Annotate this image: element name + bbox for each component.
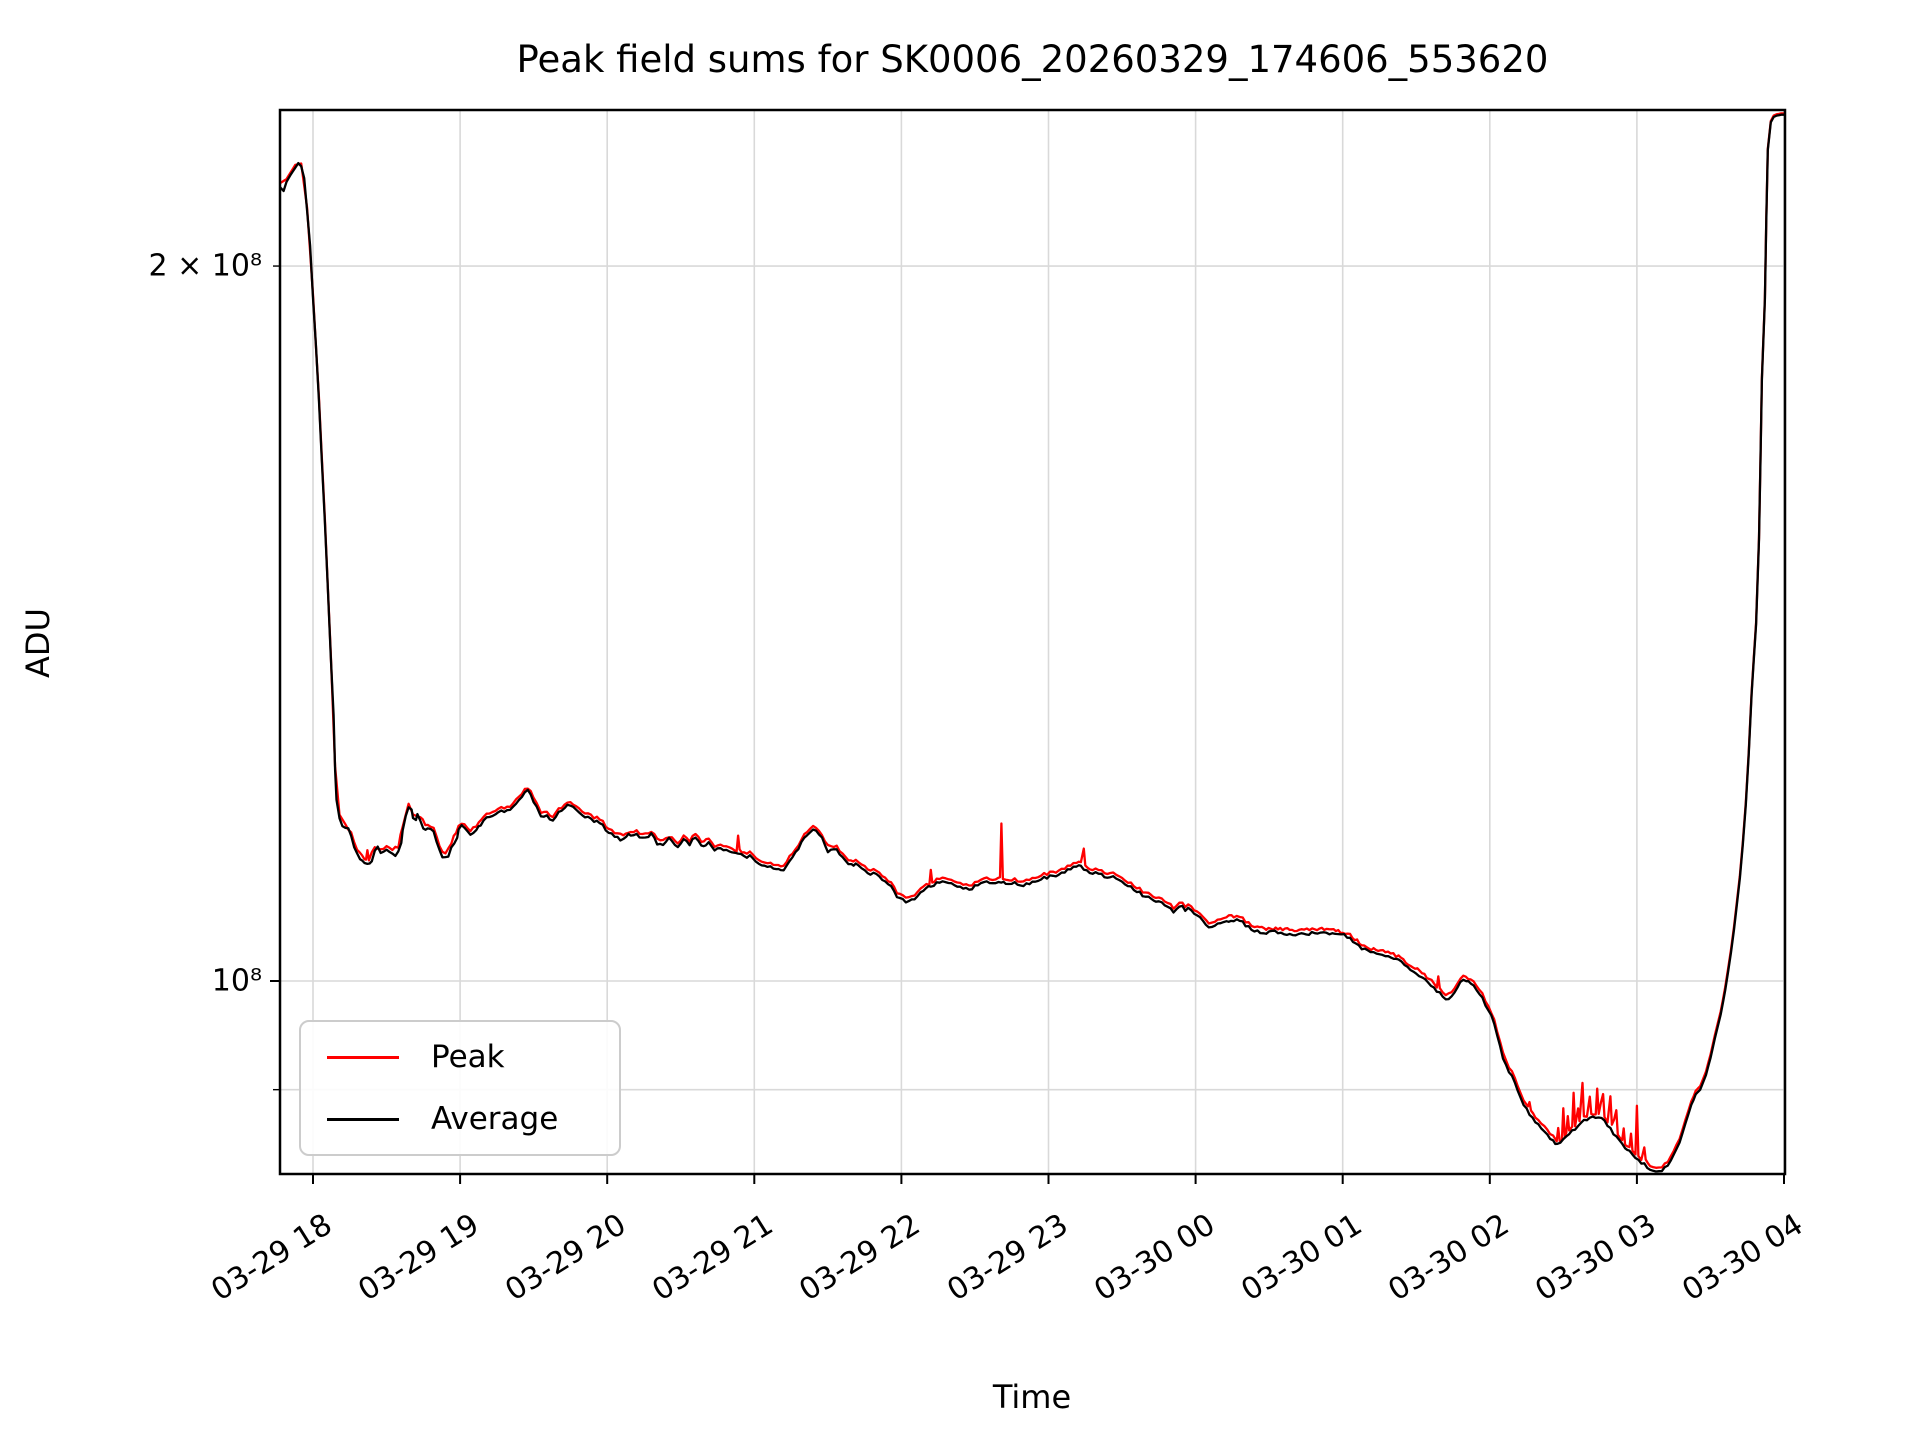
legend-label-peak: Peak (431, 1039, 505, 1075)
legend-label-average: Average (431, 1101, 559, 1137)
y-axis-label: ADU (19, 608, 57, 678)
axes-spines (278, 108, 1787, 1176)
average-series-line (280, 113, 1785, 1173)
chart-title: Peak field sums for SK0006_20260329_1746… (516, 38, 1549, 81)
x-axis-label: Time (992, 1378, 1072, 1416)
average-line-swatch (327, 1117, 399, 1121)
legend-box: Peak Average (299, 1020, 621, 1156)
peak-series-line (280, 112, 1785, 1169)
gridlines (280, 110, 1785, 1174)
legend-item-peak: Peak (301, 1024, 619, 1090)
tick-marks (270, 265, 1785, 1184)
legend-item-average: Average (301, 1086, 619, 1152)
series-lines (280, 112, 1785, 1173)
y-tick-label: 2 × 10⁸ (148, 248, 263, 284)
y-tick-label: 10⁸ (211, 963, 262, 999)
peak-line-swatch (327, 1055, 399, 1059)
